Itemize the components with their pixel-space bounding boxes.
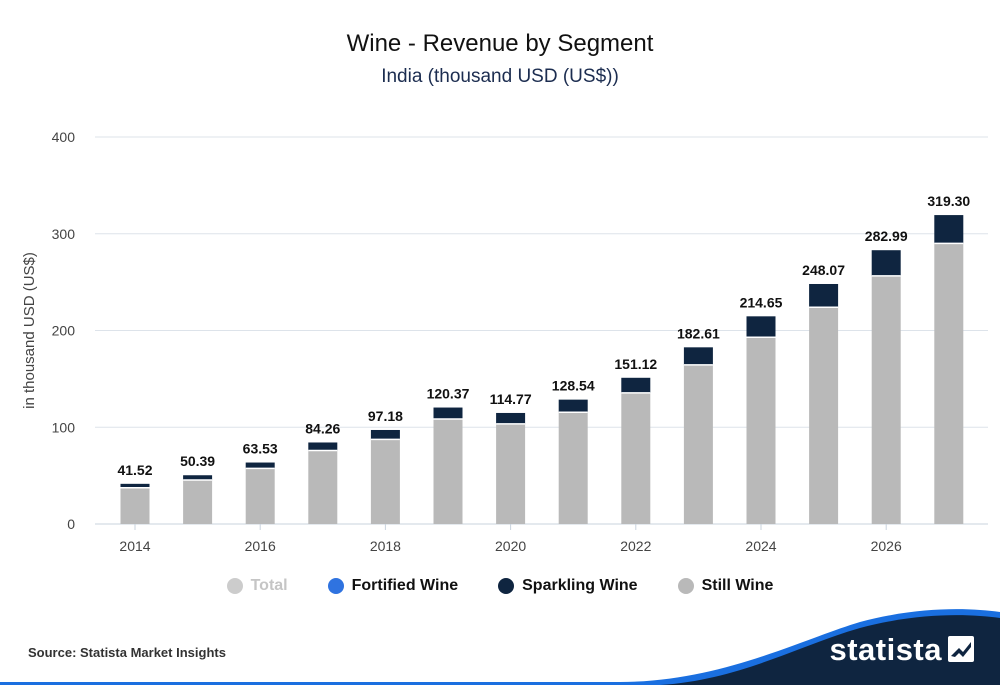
bar-still-wine (496, 423, 526, 524)
chart-subtitle: India (thousand USD (US$)) (381, 66, 619, 87)
statista-logo-text: statista (829, 632, 942, 667)
bar-sparkling-wine (683, 347, 713, 365)
bar-still-wine (621, 392, 651, 524)
bar-sparkling-wine (308, 442, 338, 451)
y-tick-label: 300 (52, 226, 76, 242)
legend-dot-sparkling-wine (498, 578, 515, 594)
total-data-label: 84.26 (305, 420, 340, 436)
legend-label-still-wine: Still Wine (701, 577, 774, 594)
source-note: Source: Statista Market Insights (28, 645, 226, 660)
total-data-label: 151.12 (614, 356, 657, 372)
bar-sparkling-wine (746, 316, 776, 338)
total-data-label: 282.99 (865, 228, 908, 244)
bar-sparkling-wine (496, 412, 526, 424)
y-tick-label: 100 (52, 419, 76, 435)
bar-still-wine (934, 243, 964, 525)
bar-still-wine (370, 439, 400, 524)
bar-still-wine (871, 275, 901, 524)
bar-still-wine (245, 468, 275, 524)
y-tick-label: 400 (52, 129, 76, 145)
total-data-label: 319.30 (927, 193, 970, 209)
legend-label-total: Total (250, 577, 288, 594)
bar-sparkling-wine (370, 429, 400, 440)
total-data-label: 114.77 (490, 391, 532, 407)
y-axis-title: in thousand USD (US$) (21, 252, 38, 409)
statista-logo-icon[interactable] (948, 636, 974, 662)
total-data-label: 41.52 (117, 462, 152, 478)
bar-sparkling-wine (621, 377, 651, 393)
legend-label-sparkling-wine: Sparkling Wine (522, 577, 638, 594)
legend-dot-still-wine (677, 578, 694, 594)
legend-dot-fortified-wine (327, 578, 344, 594)
chart-title: Wine - Revenue by Segment (346, 30, 654, 57)
bar-still-wine (433, 419, 463, 524)
total-data-label: 63.53 (243, 441, 278, 457)
bar-sparkling-wine (120, 483, 150, 488)
total-data-label: 248.07 (802, 262, 845, 278)
bar-still-wine (558, 412, 588, 524)
total-data-label: 97.18 (368, 408, 403, 424)
bar-sparkling-wine (183, 475, 213, 480)
x-tick-label: 2018 (370, 538, 401, 554)
legend-item-total[interactable]: Total (226, 577, 288, 595)
brand-wave-blue (0, 609, 1000, 685)
y-tick-label: 0 (67, 516, 75, 532)
legend-dot-total (226, 578, 243, 594)
x-tick-label: 2020 (495, 538, 526, 554)
bar-still-wine (120, 487, 150, 524)
bar-sparkling-wine (245, 462, 275, 469)
bar-still-wine (183, 479, 213, 524)
total-data-label: 50.39 (180, 453, 215, 469)
bar-sparkling-wine (934, 215, 964, 244)
bar-still-wine (746, 337, 776, 524)
bar-sparkling-wine (809, 283, 839, 308)
bar-still-wine (809, 307, 839, 524)
y-tick-label: 200 (52, 323, 76, 339)
legend-item-fortified-wine[interactable]: Fortified Wine (327, 577, 459, 595)
legend-item-sparkling-wine[interactable]: Sparkling Wine (498, 577, 638, 595)
brand-wave-navy (660, 615, 1000, 685)
bar-still-wine (683, 364, 713, 524)
bar-sparkling-wine (433, 407, 463, 420)
bar-sparkling-wine (871, 250, 901, 276)
total-data-label: 120.37 (427, 386, 470, 402)
x-tick-label: 2026 (871, 538, 902, 554)
x-tick-label: 2022 (620, 538, 651, 554)
x-tick-label: 2016 (245, 538, 276, 554)
x-tick-label: 2024 (745, 538, 776, 554)
chart-legend: Total Fortified Wine Sparkling Wine Stil… (0, 577, 1000, 595)
total-data-label: 182.61 (677, 325, 720, 341)
bar-still-wine (308, 450, 338, 524)
bar-sparkling-wine (558, 399, 588, 413)
x-tick-label: 2014 (119, 538, 150, 554)
total-data-label: 128.54 (552, 378, 595, 394)
legend-label-fortified-wine: Fortified Wine (351, 577, 459, 594)
legend-item-still-wine[interactable]: Still Wine (677, 577, 774, 595)
total-data-label: 214.65 (740, 294, 783, 310)
